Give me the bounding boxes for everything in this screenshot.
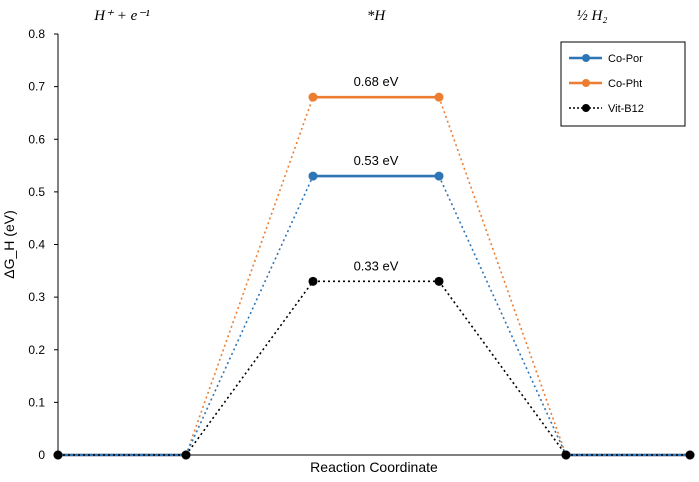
y-tick-label: 0.3 (28, 290, 45, 304)
y-tick-label: 0.8 (28, 27, 45, 41)
y-tick-label: 0.4 (28, 238, 45, 252)
transition-segment (438, 175, 567, 456)
legend-swatch-marker (582, 104, 590, 112)
legend-label: Co-Pht (608, 78, 642, 90)
y-tick-label: 0.2 (28, 343, 45, 357)
legend: Co-Por Co-Pht Vit-B12 (560, 41, 686, 127)
data-point (308, 276, 318, 286)
data-point (434, 92, 444, 102)
data-label: 0.68 eV (354, 74, 399, 89)
data-point (561, 450, 571, 460)
y-axis-title: ΔG_H (eV) (1, 210, 17, 278)
series-group (53, 92, 695, 460)
y-tick-label: 0.6 (28, 132, 45, 146)
x-axis-title: Reaction Coordinate (310, 459, 438, 475)
data-point (434, 171, 444, 181)
data-point (308, 92, 318, 102)
y-tick-label: 0 (38, 448, 45, 462)
data-point (181, 450, 191, 460)
series-co-por (53, 171, 695, 460)
data-label: 0.33 eV (354, 258, 399, 273)
state-labels: H⁺ + e⁻¹ *H ½ H₂ (93, 8, 607, 24)
legend-swatch-marker (582, 79, 590, 87)
transition-segment (185, 175, 314, 456)
state-label-final: ½ H₂ (576, 8, 607, 24)
state-label-initial: H⁺ + e⁻¹ (93, 8, 150, 24)
y-ticks: 0 0.1 0.2 0.3 0.4 0.5 0.6 0.7 0.8 (28, 27, 58, 462)
legend-label: Co-Por (608, 53, 643, 65)
legend-label: Vit-B12 (608, 103, 644, 115)
data-label: 0.53 eV (354, 153, 399, 168)
transition-segment (438, 280, 567, 456)
legend-swatch-marker (582, 54, 590, 62)
data-point (308, 171, 318, 181)
data-point (53, 450, 63, 460)
y-tick-label: 0.1 (28, 395, 45, 409)
transition-segment (438, 96, 567, 456)
data-labels: 0.68 eV 0.53 eV 0.33 eV (354, 74, 399, 273)
data-point (685, 450, 695, 460)
transition-segment (185, 280, 314, 456)
transition-segment (185, 96, 314, 456)
y-tick-label: 0.5 (28, 185, 45, 199)
series-co-pht (53, 92, 695, 460)
data-point (434, 276, 444, 286)
y-tick-label: 0.7 (28, 80, 45, 94)
state-label-adsorbed: *H (367, 8, 387, 24)
series-vit-b12 (53, 276, 695, 460)
